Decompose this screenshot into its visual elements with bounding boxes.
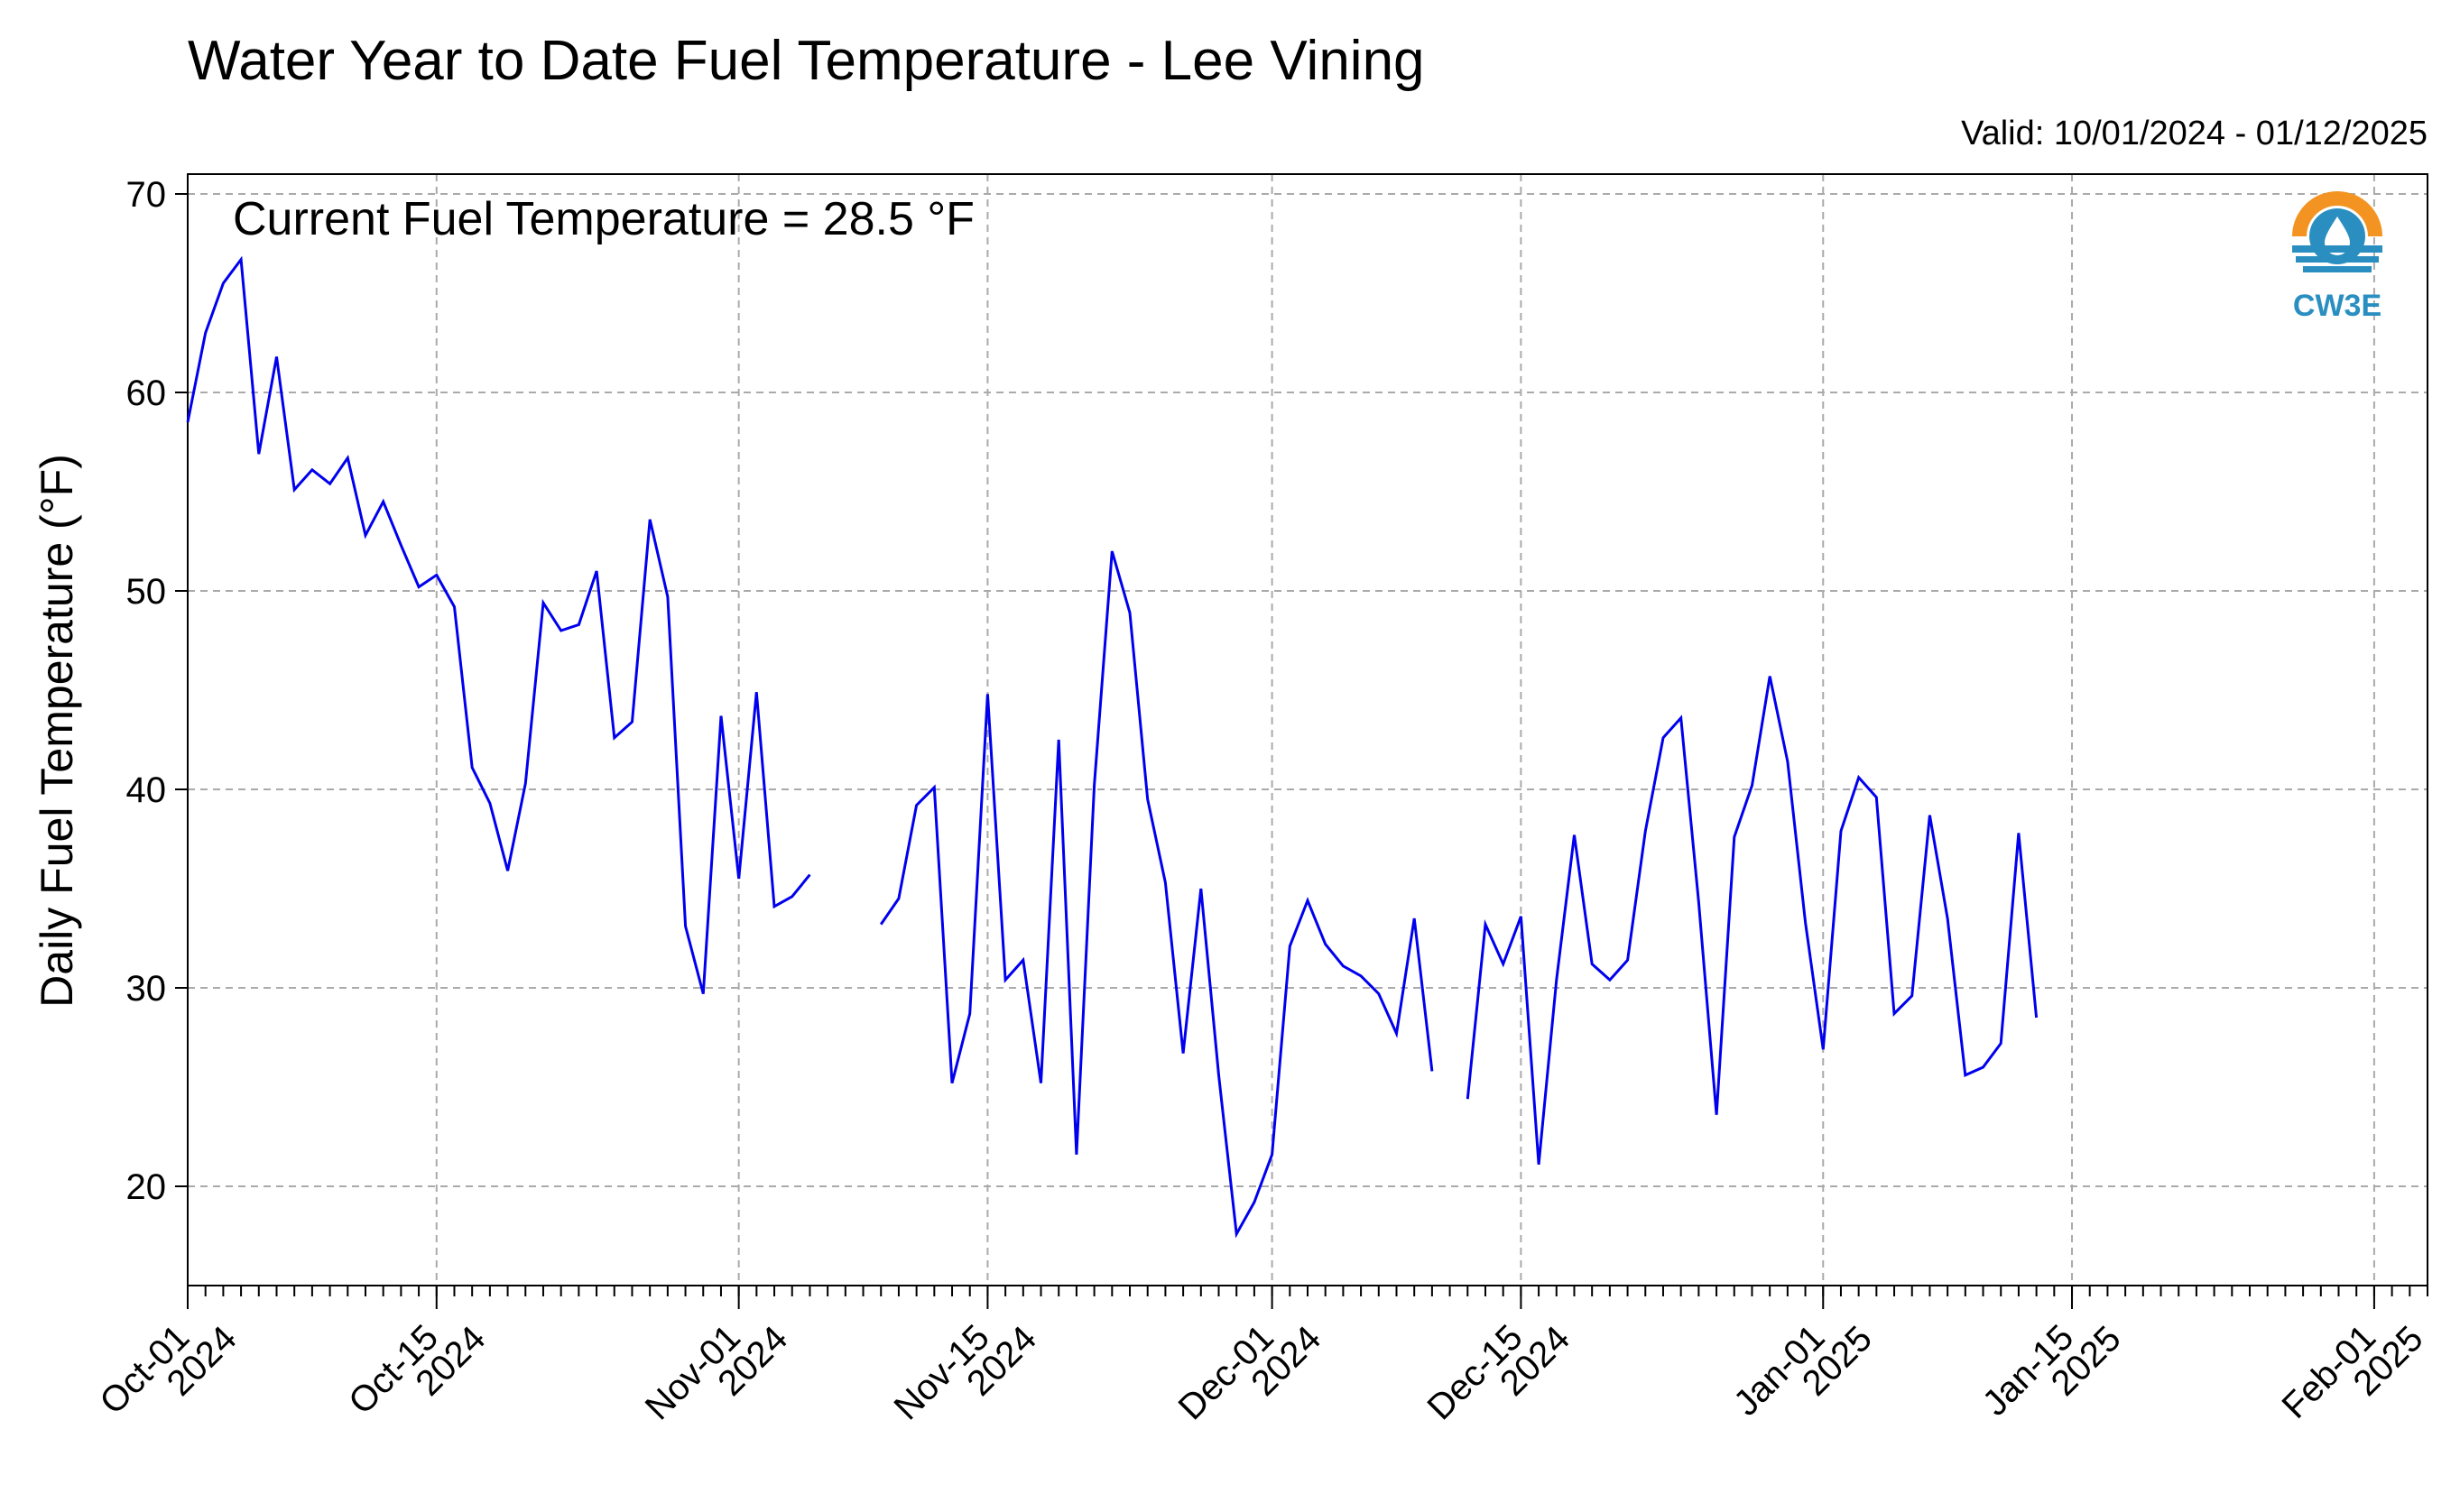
x-tick-label: Dec-012024: [1171, 1295, 1329, 1452]
logo-text: CW3E: [2293, 289, 2381, 323]
x-tick-label: Feb-012025: [2275, 1295, 2431, 1451]
fuel-temperature-line-segment: [1466, 676, 2039, 1165]
logo-wave-2: [2296, 256, 2379, 263]
grid-lines: [188, 174, 2428, 1286]
chart-title: Water Year to Date Fuel Temperature - Le…: [188, 30, 1425, 92]
logo-sun-arc: [2292, 191, 2382, 236]
plot-area-frame: [187, 173, 2428, 1286]
y-tick-label: 70: [126, 175, 167, 215]
y-axis-ticks: 20 30 40 50 60 70: [126, 175, 188, 1207]
fuel-temperature-line-segment: [879, 550, 1434, 1239]
y-axis-label: Daily Fuel Temperature (°F): [32, 454, 82, 1008]
fuel-temperature-line-segment: [186, 255, 811, 994]
y-tick-label: 40: [126, 770, 167, 810]
y-tick-label: 30: [126, 969, 167, 1009]
x-tick-label: Oct-012024: [92, 1295, 244, 1446]
logo-wave-3: [2303, 266, 2372, 272]
x-tick-label: Jan-152025: [1975, 1295, 2129, 1448]
y-tick-label: 50: [126, 572, 167, 612]
valid-date-range: Valid: 10/01/2024 - 01/12/2025: [1961, 115, 2428, 152]
y-tick-label: 60: [126, 373, 167, 413]
cw3e-logo: CW3E: [2292, 191, 2382, 323]
x-tick-label: Jan-012025: [1726, 1295, 1880, 1448]
x-tick-label: Dec-152024: [1420, 1295, 1577, 1452]
x-tick-label: Oct-152024: [341, 1295, 493, 1446]
logo-wave-1: [2292, 245, 2382, 253]
x-tick-label: Nov-012024: [638, 1295, 796, 1452]
current-fuel-temperature-annotation: Current Fuel Temperature = 28.5 °F: [233, 193, 975, 245]
x-axis-ticks: Oct-012024 Oct-152024 Nov-012024 Nov-152024…: [92, 1286, 2431, 1452]
series-layer: [186, 255, 2039, 1239]
y-tick-label: 20: [126, 1167, 167, 1207]
x-tick-label: Nov-152024: [886, 1295, 1044, 1452]
